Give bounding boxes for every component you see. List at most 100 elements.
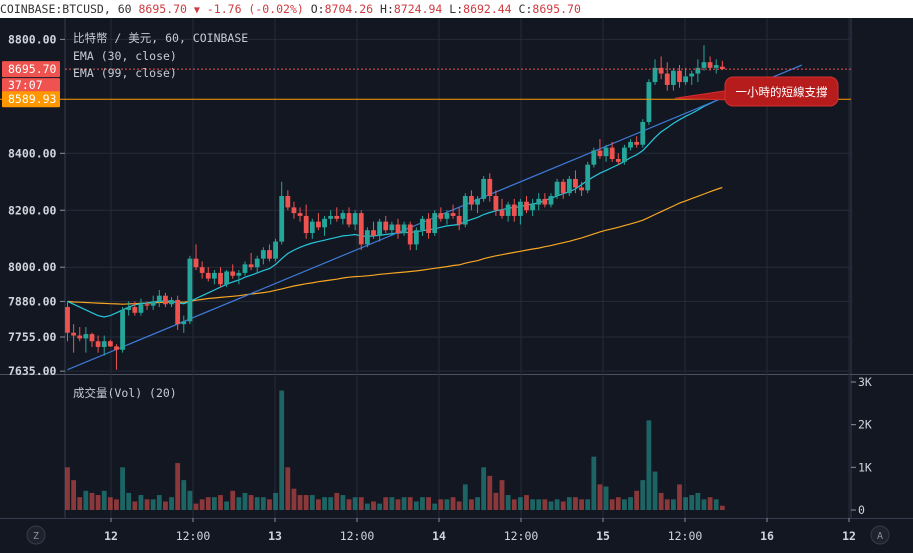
volume-bar [432, 503, 438, 510]
volume-bars [65, 390, 725, 510]
candle-body [677, 70, 682, 83]
volume-bar [101, 490, 107, 510]
volume-bar [683, 497, 689, 510]
candle-body [218, 272, 223, 285]
volume-bar [554, 499, 560, 510]
candle-body [597, 150, 603, 157]
volume-bar [273, 492, 278, 510]
volume-bar [132, 501, 138, 510]
candle-body [554, 181, 560, 197]
volume-bar [481, 467, 487, 510]
candle-body [640, 121, 646, 145]
volume-bar [89, 492, 95, 510]
volume-bar [107, 497, 113, 510]
annotation-text: 一小時的短線支撐 [736, 85, 828, 99]
volume-bar [65, 467, 70, 510]
volume-bar [211, 497, 217, 510]
candle-body [670, 70, 676, 85]
candle-body [181, 321, 187, 325]
candle-body [683, 76, 689, 83]
candle-body [652, 67, 658, 83]
volume-bar [413, 501, 419, 510]
open-label: O: [310, 2, 325, 16]
candle-body [285, 196, 291, 208]
y-tick-label: 7880.00 [8, 294, 57, 308]
volume-bar [401, 497, 407, 510]
candle-body [199, 267, 205, 273]
candle-body [499, 210, 505, 216]
candle-body [260, 250, 266, 259]
x-tick-label: 12:00 [340, 529, 375, 543]
candle-body [242, 264, 248, 273]
volume-bar [205, 497, 211, 510]
candle-body [505, 204, 511, 216]
candle-body [132, 307, 138, 313]
volume-bar [658, 492, 664, 510]
candle-body [224, 271, 230, 285]
volume-bar [285, 467, 291, 510]
candle-body [150, 301, 156, 306]
volume-bar [316, 499, 321, 510]
candle-body [646, 82, 652, 122]
candle-body [560, 181, 566, 194]
volume-bar [383, 497, 389, 510]
volume-bar [634, 490, 640, 510]
volume-bar [444, 499, 450, 510]
volume-bar [395, 499, 401, 510]
auto-scale-right-button[interactable] [870, 525, 890, 545]
candle-body [328, 215, 334, 219]
volume-bar [187, 490, 193, 510]
volume-bar [420, 497, 425, 510]
volume-bar [475, 497, 480, 510]
candle-body [420, 218, 425, 231]
volume-bar [585, 499, 591, 510]
candle-body [511, 204, 517, 216]
candle-body [89, 334, 95, 342]
volume-bar [646, 420, 652, 510]
support-badge-text: 8589.93 [8, 92, 57, 106]
candle-body [120, 309, 125, 350]
volume-bar [469, 499, 474, 510]
candle-body [536, 198, 542, 205]
candle-body [585, 164, 591, 191]
low-label: L: [449, 2, 464, 16]
candle-body [444, 213, 450, 219]
volume-bar [462, 484, 468, 510]
close-value: 8695.70 [532, 2, 581, 16]
volume-tick-label: 0 [858, 503, 865, 517]
candle-body [156, 295, 162, 302]
candle-body [615, 158, 621, 162]
candle-body [407, 224, 413, 245]
volume-bar [77, 497, 83, 510]
candle-body [267, 250, 272, 259]
volume-bar [517, 497, 523, 510]
candle-body [426, 218, 431, 234]
candle-body [713, 65, 719, 68]
volume-bar [536, 499, 542, 510]
volume-bar [499, 480, 505, 510]
chart-area[interactable]: 8695.70 37:07 8589.93 一小時的短線支撐 Z A 7635.00 775… [0, 18, 913, 553]
volume-bar [456, 501, 462, 510]
volume-bar [297, 495, 303, 510]
volume-bar [230, 490, 236, 510]
y-tick-label: 7635.00 [8, 364, 57, 378]
volume-legend: 成交量(Vol) (20) [73, 386, 177, 400]
annotation-box[interactable] [724, 76, 839, 107]
auto-scale-left-button[interactable] [26, 525, 46, 545]
candle-body [413, 230, 419, 245]
volume-bar [218, 495, 223, 510]
volume-bar [71, 480, 77, 510]
symbol-label[interactable]: COINBASE:BTCUSD, 60 [0, 2, 132, 16]
candle-body [248, 264, 254, 268]
y-tick-label: 8200.00 [8, 203, 57, 217]
candle-body [297, 213, 303, 216]
low-value: 8692.44 [463, 2, 512, 16]
candle-body [101, 341, 107, 347]
candle-body [175, 299, 181, 325]
y-tick-label: 7755.00 [8, 330, 57, 344]
candle-body [634, 141, 640, 145]
candle-body [107, 341, 113, 347]
candle-body [273, 241, 278, 259]
volume-bar [622, 499, 627, 510]
